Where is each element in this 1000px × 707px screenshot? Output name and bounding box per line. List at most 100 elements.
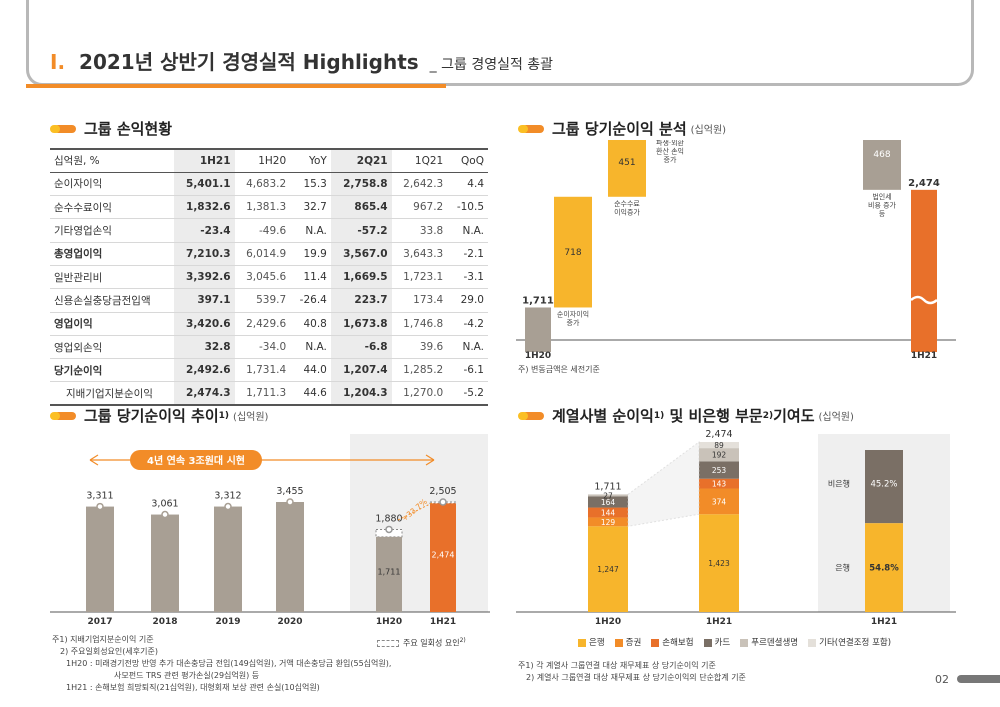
waterfall-value: 2,474	[908, 178, 940, 189]
trend-value: 3,455	[276, 486, 303, 497]
double-arrow-icon	[89, 454, 435, 466]
table-cell: 539.7	[234, 288, 291, 313]
waterfall-category: 순이자이익	[557, 309, 589, 318]
table-cell: 총영업이익	[50, 242, 174, 266]
stack-segment	[699, 488, 739, 515]
trend-category: 2020	[277, 617, 302, 627]
trend-point	[224, 502, 232, 511]
table-cell: 1,270.0	[391, 381, 448, 407]
table-cell: 지배기업지분순이익	[50, 381, 174, 407]
col-header: 1H21	[173, 147, 235, 173]
stack-value: 164	[601, 498, 616, 507]
table-row: 영업외손익 32.8 -34.0 N.A. -6.8 39.6 N.A.	[50, 335, 488, 360]
table-cell: 2,492.6	[173, 358, 235, 383]
page-bar	[957, 675, 1000, 683]
table-cell: 신용손실충당금전입액	[50, 288, 174, 313]
legend-swatch-icon	[651, 638, 660, 647]
waterfall-category: 순수수료	[614, 200, 640, 208]
half-value: 1,711	[378, 567, 401, 576]
bank-segment	[865, 523, 903, 612]
trend-category: 2019	[215, 617, 240, 627]
stack-value: 89	[714, 441, 724, 450]
dashed-legend-icon	[377, 639, 399, 647]
waterfall-category: 증가	[664, 155, 677, 164]
col-header: YoY	[290, 147, 331, 173]
table-row: 신용손실충당금전입액 397.1 539.7 -26.4 223.7 173.4 29.0	[50, 288, 488, 313]
affil-notes: 주1) 각 계열사 그룹연결 대상 재무제표 상 당기순이익 기준 2) 계열사…	[518, 661, 746, 682]
table-cell: -4.2	[447, 312, 488, 336]
table-cell: 397.1	[173, 288, 235, 313]
table-cell: -2.1	[447, 242, 488, 266]
table-cell: 865.4	[330, 195, 392, 220]
axis-break-icon	[910, 295, 938, 305]
table-cell: 2,758.8	[330, 172, 392, 197]
table-cell: N.A.	[290, 335, 331, 360]
table-cell: 순수수료이익	[50, 195, 174, 220]
nonbank-label: 비은행	[828, 479, 850, 489]
waterfall-category: 1H21	[911, 351, 937, 361]
col-header: 십억원, %	[50, 147, 174, 173]
legend-item: 손해보험	[651, 636, 694, 648]
table-row: 일반관리비 3,392.6 3,045.6 11.4 1,669.5 1,723.1 -3.…	[50, 265, 488, 290]
table-cell: 1,207.4	[330, 358, 392, 383]
legend-swatch-icon	[740, 638, 749, 647]
trend-point	[161, 510, 169, 519]
stack-value: 143	[712, 480, 727, 489]
waterfall-category: 파생·외환	[656, 140, 685, 147]
table-cell: 1,381.3	[234, 195, 291, 220]
header-accent-line	[26, 84, 446, 88]
trend-bar	[214, 506, 242, 612]
waterfall-category: 비용 증가	[868, 200, 897, 209]
table-row: 순이자이익 5,401.1 4,683.2 15.3 2,758.8 2,642.3 4.4	[50, 172, 488, 197]
pl-table: 십억원, % 1H21 1H20 YoY 2Q21 1Q21 QoQ 순이자이익…	[50, 147, 488, 407]
table-cell: -49.6	[234, 218, 291, 243]
stack-total: 2,474	[705, 429, 732, 440]
waterfall-value: 718	[564, 248, 581, 258]
table-cell: N.A.	[290, 218, 331, 243]
table-cell: N.A.	[447, 218, 488, 243]
table-cell: 1,285.2	[391, 358, 448, 383]
waterfall-note: 주) 변동금액은 세전기준	[518, 365, 600, 374]
banner-text: 4년 연속 3조원대 시현	[147, 454, 245, 467]
stack-value: 144	[601, 509, 616, 518]
stack-connector	[627, 441, 700, 527]
table-row: 당기순이익 2,492.6 1,731.4 44.0 1,207.4 1,285.2 -6.…	[50, 358, 488, 383]
table-cell: 32.7	[290, 195, 331, 220]
table-cell: 4,683.2	[234, 172, 291, 197]
trend-value: 3,311	[86, 491, 113, 502]
waterfall-category: 1H20	[525, 351, 551, 361]
table-cell: 2,642.3	[391, 172, 448, 197]
legend-swatch-icon	[578, 638, 586, 647]
table-cell: 영업외손익	[50, 335, 174, 360]
table-cell: 4.4	[447, 172, 488, 197]
col-header: 2Q21	[330, 147, 392, 173]
table-row: 영업이익 3,420.6 2,429.6 40.8 1,673.8 1,746.8 -4.2	[50, 312, 488, 336]
legend-item: 기타(연결조정 포함)	[808, 636, 891, 648]
waterfall-category: 증가	[567, 318, 580, 327]
legend-item: 증권	[614, 636, 641, 648]
stack-segment	[588, 494, 628, 497]
table-cell: 11.4	[290, 265, 331, 290]
table-row: 총영업이익 7,210.3 6,014.9 19.9 3,567.0 3,643.3 -2.…	[50, 242, 488, 266]
trend-notes: 주1) 지배기업지분순이익 기준 2) 주요일회성요인(세후기준) 1H20 :…	[52, 635, 392, 692]
table-cell: 순이자이익	[50, 172, 174, 197]
trend-value: 3,312	[214, 491, 241, 502]
table-cell: 1,669.5	[330, 265, 392, 290]
table-cell: 3,643.3	[391, 242, 448, 266]
col-header: QoQ	[447, 147, 488, 173]
table-cell: -3.1	[447, 265, 488, 290]
table-cell: 223.7	[330, 288, 392, 313]
table-cell: -6.8	[330, 335, 392, 360]
legend-item: 푸르덴셜생명	[740, 636, 798, 648]
one-off-legend: 주요 일회성 요인2)	[377, 637, 466, 649]
table-cell: -5.2	[447, 381, 488, 407]
legend-item: 은행	[578, 636, 605, 648]
stack-category: 1H21	[706, 617, 732, 627]
bank-label: 은행	[835, 563, 850, 573]
table-cell: 영업이익	[50, 312, 174, 336]
affiliate-legend: 은행 증권 손해보험 카드 푸르덴셜생명 기타(연결조정 포함)	[578, 636, 891, 648]
table-cell: 5,401.1	[173, 172, 235, 197]
half-trend-panel	[350, 434, 488, 612]
title-text: 2021년 상반기 경영실적 Highlights	[79, 50, 419, 74]
